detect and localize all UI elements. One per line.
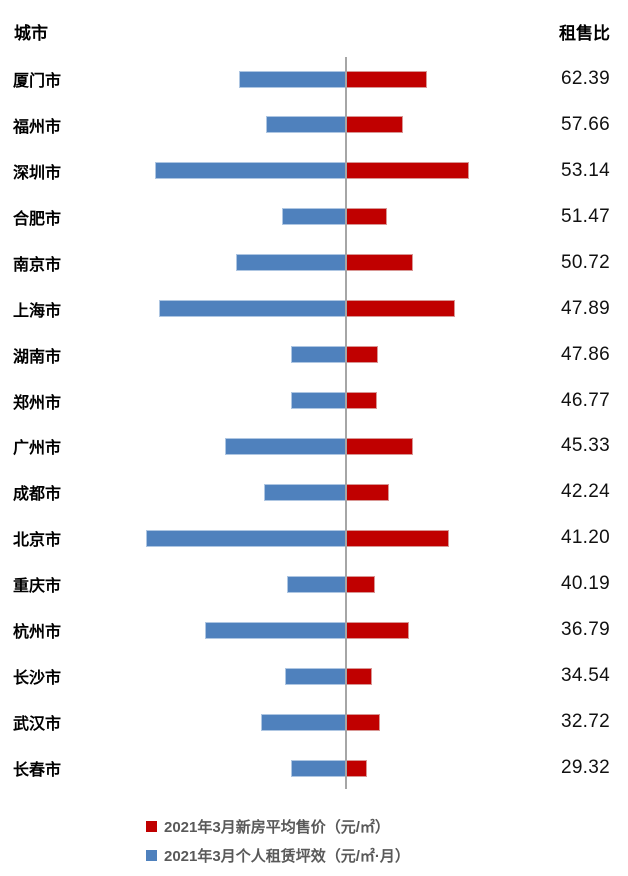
rent-bar: [285, 667, 346, 685]
city-label: 湖南市: [13, 348, 62, 366]
legend: 2021年3月新房平均售价（元/㎡） 2021年3月个人租赁坪效（元/㎡·月）: [146, 812, 410, 870]
city-label: 深圳市: [13, 164, 62, 182]
legend-item-rent: 2021年3月个人租赁坪效（元/㎡·月）: [146, 841, 410, 870]
price-bar: [346, 438, 413, 455]
chart-row: 合肥市 51.47: [0, 194, 628, 240]
column-header-city: 城市: [14, 24, 48, 43]
city-label: 合肥市: [13, 210, 62, 228]
chart-row: 福州市 57.66: [0, 102, 628, 148]
red-series-swatch-icon: [146, 821, 157, 832]
price-bar: [346, 346, 378, 364]
price-bar: [346, 621, 409, 639]
price-bar: [346, 529, 449, 547]
legend-item-price: 2021年3月新房平均售价（元/㎡）: [146, 812, 410, 841]
price-bar: [346, 254, 413, 272]
legend-label: 2021年3月个人租赁坪效（元/㎡·月）: [164, 848, 410, 865]
city-label: 北京市: [13, 532, 62, 550]
chart-row: 厦门市 62.39: [0, 56, 628, 102]
rent-bar: [266, 116, 346, 134]
price-bar: [346, 208, 387, 226]
rent-bar: [282, 208, 346, 226]
city-label: 成都市: [13, 486, 62, 504]
rent-bar: [146, 529, 346, 547]
chart-row: 深圳市 53.14: [0, 148, 628, 194]
city-label: 福州市: [13, 118, 62, 136]
chart-row: 武汉市 32.72: [0, 699, 628, 745]
city-label: 厦门市: [13, 72, 62, 90]
chart-row: 南京市 50.72: [0, 240, 628, 286]
price-bar: [346, 713, 380, 731]
price-bar: [346, 116, 403, 134]
city-label: 武汉市: [13, 716, 62, 734]
ratio-value: 45.33: [560, 435, 610, 457]
city-label: 杭州市: [13, 624, 62, 642]
ratio-value: 51.47: [560, 205, 610, 227]
ratio-value: 40.19: [560, 573, 610, 595]
chart-row: 上海市 47.89: [0, 286, 628, 332]
ratio-value: 32.72: [560, 711, 610, 733]
price-bar: [346, 759, 367, 777]
rent-bar: [291, 346, 346, 364]
rent-bar: [291, 392, 346, 410]
chart-rows: 厦门市 62.39 福州市 57.66 深圳市 53.14 合肥市 51.47 南京市 50.72…: [0, 56, 628, 791]
rent-bar: [264, 483, 346, 501]
ratio-value: 36.79: [560, 619, 610, 641]
city-label: 上海市: [13, 302, 62, 320]
city-label: 广州市: [13, 440, 62, 458]
ratio-value: 50.72: [560, 251, 610, 273]
rent-bar: [261, 713, 346, 731]
chart-row: 杭州市 36.79: [0, 607, 628, 653]
ratio-value: 29.32: [560, 757, 610, 779]
chart-row: 湖南市 47.86: [0, 332, 628, 378]
rent-bar: [225, 438, 346, 455]
chart-row: 成都市 42.24: [0, 469, 628, 515]
zero-axis-line: [345, 57, 347, 789]
city-label: 长春市: [13, 762, 62, 780]
city-label: 长沙市: [13, 670, 62, 688]
price-bar: [346, 575, 375, 593]
ratio-value: 53.14: [560, 159, 610, 181]
ratio-value: 62.39: [560, 67, 610, 89]
city-label: 南京市: [13, 256, 62, 274]
ratio-value: 47.86: [560, 343, 610, 365]
blue-series-swatch-icon: [146, 850, 157, 861]
rent-bar: [239, 70, 346, 88]
price-bar: [346, 300, 455, 318]
price-bar: [346, 667, 372, 685]
ratio-value: 47.89: [560, 297, 610, 319]
rent-bar: [159, 300, 346, 318]
rent-bar: [155, 162, 346, 180]
legend-label: 2021年3月新房平均售价（元/㎡）: [164, 819, 390, 836]
ratio-value: 34.54: [560, 665, 610, 687]
chart-row: 长沙市 34.54: [0, 653, 628, 699]
ratio-value: 46.77: [560, 389, 610, 411]
chart-row: 广州市 45.33: [0, 424, 628, 470]
chart-row: 长春市 29.32: [0, 745, 628, 791]
ratio-value: 41.20: [560, 527, 610, 549]
price-bar: [346, 392, 377, 410]
city-label: 重庆市: [13, 578, 62, 596]
price-bar: [346, 162, 469, 180]
price-bar: [346, 70, 427, 88]
rent-bar: [205, 621, 346, 639]
rent-bar: [236, 254, 346, 272]
ratio-value: 57.66: [560, 113, 610, 135]
rent-bar: [291, 759, 346, 777]
rent-bar: [287, 575, 346, 593]
chart-row: 郑州市 46.77: [0, 378, 628, 424]
city-label: 郑州市: [13, 394, 62, 412]
chart-row: 重庆市 40.19: [0, 561, 628, 607]
ratio-value: 42.24: [560, 481, 610, 503]
column-header-ratio: 租售比: [559, 24, 610, 43]
chart-row: 北京市 41.20: [0, 515, 628, 561]
price-bar: [346, 483, 389, 501]
